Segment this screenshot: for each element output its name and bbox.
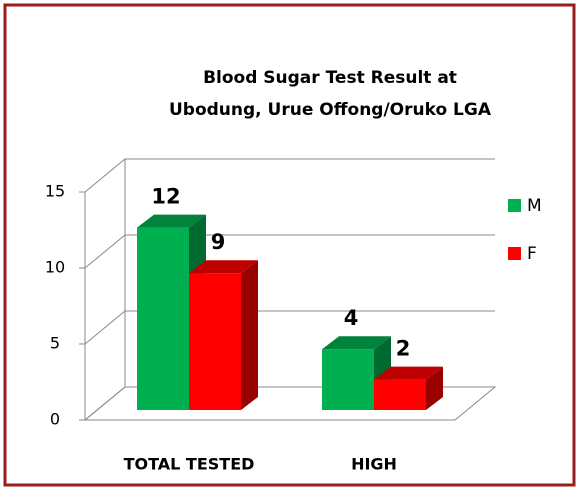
bar-side (426, 366, 443, 410)
data-label: 4 (344, 306, 359, 330)
data-label: 2 (396, 337, 411, 361)
chart-title: Blood Sugar Test Result at (203, 68, 457, 88)
data-label: 12 (151, 185, 180, 209)
grid-line (84, 158, 495, 193)
legend-swatch (508, 199, 521, 212)
bar-top (137, 214, 206, 228)
bar (322, 349, 374, 410)
grid-line (84, 234, 495, 269)
y-tick-label: 15 (45, 182, 65, 201)
bar-side (241, 260, 258, 410)
bar-top (322, 336, 391, 350)
legend-swatch (508, 247, 521, 260)
bar (137, 227, 189, 410)
chart-title: Ubodung, Urue Offong/Oruko LGA (169, 100, 492, 120)
legend-label: M (527, 196, 542, 216)
bar (374, 379, 426, 410)
legend-label: F (527, 244, 537, 264)
bar-top (374, 366, 443, 380)
bar-top (189, 260, 258, 274)
x-tick-label: TOTAL TESTED (124, 455, 255, 474)
grid-line (84, 310, 495, 345)
x-tick-label: HIGH (351, 455, 397, 474)
bar (189, 273, 241, 410)
data-label: 9 (211, 230, 226, 254)
y-tick-label: 0 (50, 410, 60, 429)
y-tick-label: 10 (45, 258, 65, 277)
y-tick-label: 5 (50, 334, 60, 353)
